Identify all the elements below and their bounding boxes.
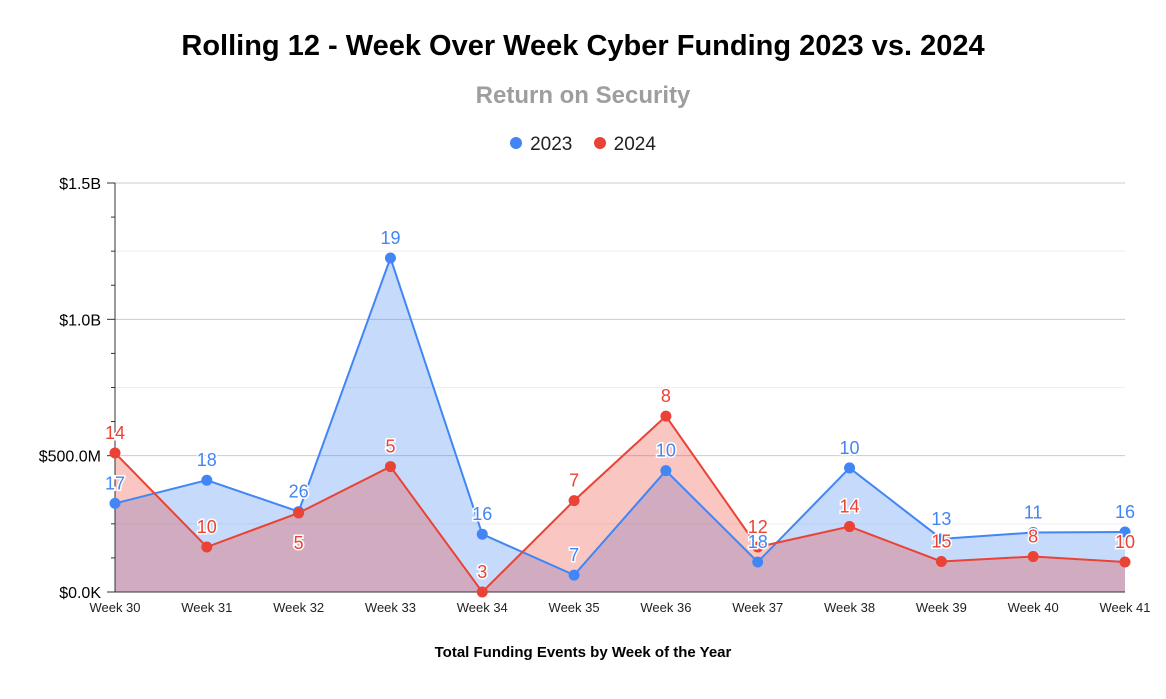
data-label-2024: 14 — [840, 497, 860, 517]
data-point-2023 — [935, 533, 947, 545]
legend-swatch-2024 — [593, 137, 606, 149]
data-point-2023 — [1119, 526, 1131, 538]
data-label-2024: 5 — [385, 437, 395, 457]
x-tick-label: Week 40 — [1008, 600, 1059, 615]
series-line-2023 — [114, 254, 1126, 577]
x-axis-title: Total Funding Events by Week of the Year — [434, 644, 732, 661]
data-label-2023: 13 — [931, 509, 951, 529]
data-point-2024 — [568, 495, 580, 507]
data-point-2023 — [109, 497, 121, 509]
x-tick-label: Week 41 — [1099, 600, 1150, 615]
y-tick-label: $0.0K — [59, 585, 101, 602]
axes — [107, 182, 1125, 593]
x-tick-label: Week 39 — [916, 600, 967, 615]
legend-label-2023: 2023 — [530, 134, 573, 155]
data-label-2024: 8 — [661, 386, 671, 406]
legend-item-2023[interactable]: 2023 — [510, 134, 572, 156]
data-point-2023 — [476, 528, 488, 540]
data-point-2023 — [568, 569, 580, 581]
x-tick-label: Week 35 — [549, 600, 600, 615]
data-label-2024: 10 — [197, 517, 217, 537]
data-point-2024 — [660, 410, 672, 422]
y-tick-label: $1.0B — [59, 312, 101, 329]
x-tick-label: Week 34 — [457, 600, 508, 615]
area-fill-2023 — [115, 257, 1125, 592]
data-label-2024: 12 — [748, 517, 768, 537]
data-label-2024: 15 — [931, 531, 951, 551]
legend-label-2024: 2024 — [613, 134, 656, 155]
series-lines — [114, 254, 1126, 594]
data-point-2024 — [384, 461, 396, 473]
legend: 2023 2024 — [0, 134, 1166, 156]
data-point-2024 — [201, 541, 213, 553]
area-fills — [115, 257, 1125, 592]
x-tick-label: Week 38 — [824, 600, 875, 615]
data-label-2023: 11 — [1024, 503, 1043, 523]
data-labels: 17 18 26 19 16 7 10 18 10 13 11 16 14 10 5 5 3 7 8 12 14 15 8 1… — [103, 226, 1136, 583]
data-point-2023 — [384, 252, 396, 264]
x-tick-label: Week 31 — [181, 600, 232, 615]
legend-item-2024[interactable]: 2024 — [593, 134, 656, 156]
data-label-2023: 18 — [748, 532, 768, 552]
x-tick-label: Week 37 — [732, 600, 783, 615]
data-label-2024: 14 — [105, 423, 125, 443]
tick-labels: $0.0K $500.0M $1.0B $1.5B Week 30 Week 31 Week… — [39, 176, 1151, 615]
data-point-2024 — [109, 447, 121, 459]
data-point-2024 — [1119, 556, 1131, 568]
data-label-2023: 10 — [840, 438, 860, 458]
data-point-2023 — [1027, 527, 1039, 539]
data-label-2024: 7 — [569, 471, 579, 491]
series-line-2024 — [114, 414, 1126, 594]
data-point-2024 — [476, 586, 488, 598]
data-point-2024 — [1027, 551, 1039, 563]
data-label-2024: 8 — [1028, 527, 1038, 547]
data-label-2023: 19 — [380, 228, 400, 248]
data-point-2024 — [844, 521, 856, 533]
area-fill-2024 — [115, 416, 1125, 592]
legend-swatch-2023 — [510, 137, 523, 149]
data-point-2024 — [935, 555, 947, 567]
data-point-2023 — [660, 465, 672, 477]
x-tick-label: Week 30 — [89, 600, 140, 615]
data-point-2023 — [752, 556, 764, 568]
data-points — [109, 252, 1131, 598]
x-tick-label: Week 36 — [640, 600, 691, 615]
data-label-2024: 10 — [1115, 532, 1135, 552]
data-label-2023: 16 — [1115, 502, 1135, 522]
x-tick-label: Week 33 — [365, 600, 416, 615]
data-point-2024 — [293, 507, 305, 519]
data-label-2023: 26 — [289, 482, 309, 502]
y-tick-label: $500.0M — [39, 449, 101, 466]
data-label-2023: 10 — [656, 441, 676, 461]
data-label-2023: 17 — [105, 473, 125, 493]
y-tick-label: $1.5B — [59, 176, 101, 193]
data-point-2023 — [201, 474, 213, 486]
data-label-2023: 7 — [569, 545, 579, 565]
data-label-2024: 5 — [294, 533, 304, 553]
data-label-2024: 3 — [477, 562, 487, 582]
x-tick-label: Week 32 — [273, 600, 324, 615]
data-point-2023 — [844, 462, 856, 474]
data-point-2024 — [752, 541, 764, 553]
data-label-2023: 16 — [472, 504, 492, 524]
data-label-2023: 18 — [197, 450, 217, 470]
chart-subtitle: Return on Security — [475, 82, 691, 109]
chart-title: Rolling 12 - Week Over Week Cyber Fundin… — [181, 30, 985, 62]
